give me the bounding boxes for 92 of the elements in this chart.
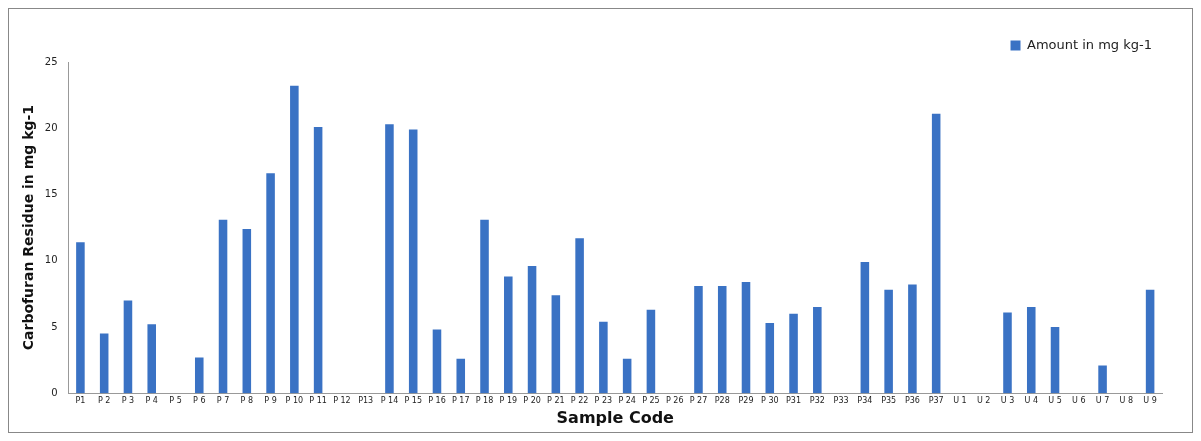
bar <box>1003 312 1012 394</box>
bar <box>408 129 418 394</box>
x-tick-label: U 1 <box>953 396 967 406</box>
bar <box>432 329 442 394</box>
y-tick-label: 5 <box>51 320 58 332</box>
bar <box>599 321 608 394</box>
x-tick-label: U 9 <box>1143 396 1157 406</box>
x-tick-label: P 12 <box>333 396 351 406</box>
x-tick-label: P 24 <box>618 396 636 406</box>
bar <box>694 285 703 394</box>
x-tick-label: P 4 <box>145 396 158 406</box>
x-tick-label: P 8 <box>240 396 254 406</box>
bar <box>789 313 798 394</box>
x-tick-label: P32 <box>809 396 825 406</box>
bar <box>194 357 204 394</box>
bar <box>1145 289 1155 394</box>
x-tick-label: P 16 <box>428 396 446 406</box>
x-axis-title: Sample Code <box>556 407 675 427</box>
x-tick-label: P 18 <box>475 396 494 406</box>
y-tick-label: 10 <box>44 254 58 266</box>
x-tick-label: P29 <box>738 396 754 406</box>
bar <box>123 300 133 394</box>
x-tick-label: P28 <box>714 396 730 406</box>
x-tick-label: P37 <box>928 396 944 406</box>
x-tick-label: P 14 <box>380 396 399 406</box>
bar <box>1098 365 1107 394</box>
x-tick-label: P 20 <box>523 396 541 406</box>
x-tick-label: P33 <box>833 396 849 406</box>
x-tick-label: P 9 <box>264 396 277 406</box>
y-tick-label: 15 <box>44 188 58 200</box>
bar <box>147 324 156 394</box>
y-tick-label: 0 <box>51 386 58 398</box>
bar <box>717 285 727 394</box>
x-tick-label: P 19 <box>499 396 518 406</box>
bar <box>385 124 394 394</box>
x-tick-label: P36 <box>904 396 920 406</box>
bar <box>813 307 822 394</box>
bar <box>242 228 252 394</box>
bar <box>551 295 561 394</box>
bar <box>1026 307 1036 394</box>
bar <box>480 219 489 394</box>
x-tick-label: U 3 <box>1000 396 1015 406</box>
x-tick-label: P 21 <box>547 396 565 406</box>
x-tick-label: P 3 <box>121 396 135 406</box>
x-tick-label: P13 <box>358 396 374 406</box>
bar <box>860 262 870 394</box>
x-tick-label: P 15 <box>404 396 422 406</box>
x-tick-label: P 10 <box>285 396 304 406</box>
bar <box>313 126 323 394</box>
bar <box>646 309 656 394</box>
x-tick-label: P 22 <box>570 396 589 406</box>
legend-label: Amount in mg kg-1 <box>1027 36 1153 52</box>
bar <box>218 219 228 394</box>
x-tick-label: P 2 <box>97 396 111 406</box>
x-tick-label: U 8 <box>1119 396 1134 406</box>
bar <box>908 284 917 394</box>
x-tick-label: P 6 <box>193 396 206 406</box>
bar <box>266 173 275 394</box>
bar <box>1050 326 1060 394</box>
bar <box>456 358 466 394</box>
x-tick-label: U 5 <box>1048 396 1062 406</box>
x-tick-label: P 26 <box>665 396 684 406</box>
x-tick-label: P35 <box>881 396 897 406</box>
bar <box>884 289 893 394</box>
bar <box>931 113 941 394</box>
x-tick-label: U 2 <box>976 396 991 406</box>
bar <box>76 242 85 394</box>
x-tick-label: P 5 <box>169 396 182 406</box>
bar <box>575 238 584 394</box>
bar <box>99 333 109 394</box>
y-axis-title: Carbofuran Residue in mg kg-1 <box>20 104 37 351</box>
x-tick-label: P 30 <box>761 396 779 406</box>
bar <box>290 85 299 394</box>
x-tick-label: P 27 <box>689 396 708 406</box>
bar <box>622 358 632 394</box>
bar <box>741 281 751 394</box>
x-tick-label: U 4 <box>1024 396 1039 406</box>
x-tick-label: P 25 <box>642 396 660 406</box>
bar <box>527 266 537 394</box>
x-tick-label: U 6 <box>1072 396 1086 406</box>
x-tick-label: U 7 <box>1095 396 1110 406</box>
x-tick-label: P1 <box>75 396 86 406</box>
x-tick-label: P 7 <box>216 396 230 406</box>
x-tick-label: P34 <box>857 396 873 406</box>
x-tick-label: P 23 <box>594 396 613 406</box>
bar <box>504 276 513 394</box>
x-tick-label: P 17 <box>451 396 470 406</box>
x-tick-label: P 11 <box>309 396 327 406</box>
bar <box>765 322 775 394</box>
y-tick-label: 20 <box>44 121 58 133</box>
y-tick-label: 25 <box>44 55 58 67</box>
x-tick-label: P31 <box>786 396 802 406</box>
